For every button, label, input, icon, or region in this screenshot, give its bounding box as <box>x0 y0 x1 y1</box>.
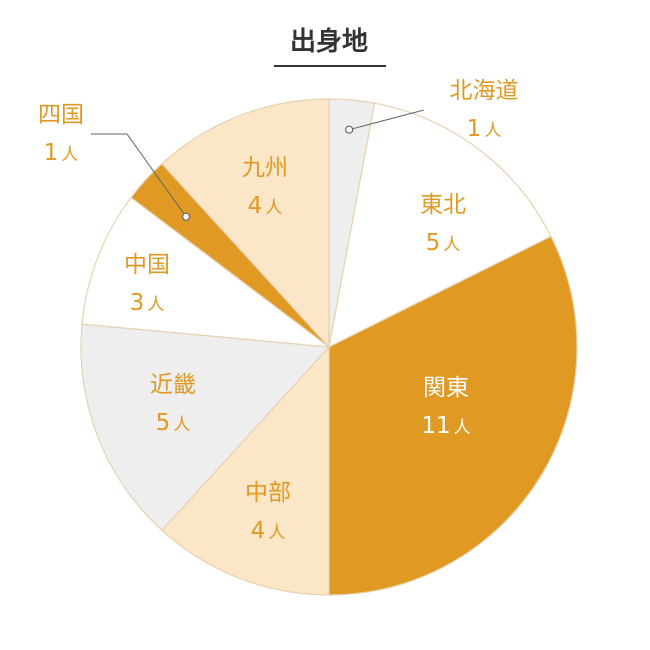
slice-e996a2e69db1-value: 11 人 <box>421 413 470 439</box>
slice-e4b99de5b79e <box>161 98 330 349</box>
leader-line <box>348 109 425 131</box>
slice-e69db1e58c97-label: 東北 <box>420 192 466 218</box>
slice-e8bf91e795bf <box>80 323 331 532</box>
slice-e996a2e69db1-label: 関東 <box>423 375 469 401</box>
slice-e996a2e69db1 <box>328 235 578 596</box>
slice-e4b8ade983a8 <box>161 345 330 596</box>
slice-e69db1e58c97 <box>328 102 552 349</box>
leader-lines <box>91 109 425 221</box>
pie-slices <box>80 98 578 596</box>
slice-e4b8ade59bbd-label: 中国 <box>124 252 170 278</box>
leader-line <box>91 133 187 217</box>
slice-e4b8ade59bbd <box>81 196 332 348</box>
leader-dot <box>181 212 191 221</box>
slice-e8bf91e795bf-label: 近畿 <box>150 372 196 398</box>
slice-labels: 北海道1 人東北5 人関東11 人中部4 人近畿5 人中国3 人四国1 人九州4 人 <box>38 78 519 544</box>
leader-dot <box>345 125 354 134</box>
slice-e4b8ade983a8-label: 中部 <box>245 480 291 506</box>
slice-e58c97e6b5b7e98193-label: 北海道 <box>450 78 519 104</box>
slice-e4b99de5b79e-label: 九州 <box>242 155 288 181</box>
slice-e59b9be59bbd-label: 四国 <box>38 102 84 128</box>
chart-title: 出身地 <box>290 26 368 57</box>
